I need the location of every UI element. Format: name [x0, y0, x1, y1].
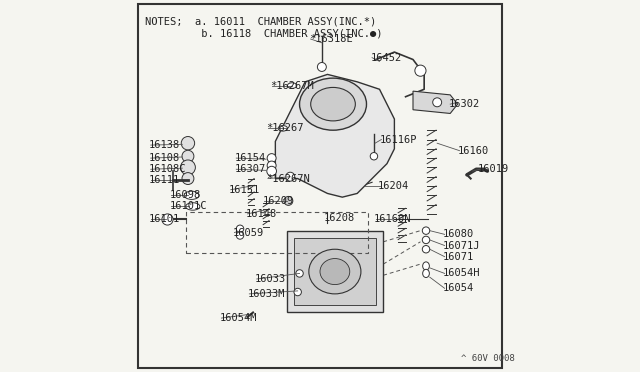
- Ellipse shape: [287, 83, 297, 89]
- Text: 16209: 16209: [262, 196, 294, 206]
- Text: *16267M: *16267M: [270, 81, 314, 90]
- Text: 16160: 16160: [458, 146, 489, 155]
- Polygon shape: [275, 74, 394, 197]
- Text: 16452: 16452: [370, 53, 401, 62]
- Circle shape: [422, 227, 429, 234]
- Text: 16071J: 16071J: [443, 241, 480, 250]
- Text: 16111: 16111: [149, 176, 180, 185]
- Circle shape: [182, 173, 194, 185]
- Circle shape: [422, 236, 429, 244]
- Text: 16071: 16071: [443, 252, 474, 262]
- Text: 16098: 16098: [170, 190, 200, 200]
- Text: 16019: 16019: [478, 164, 509, 174]
- Bar: [287, 231, 383, 312]
- Circle shape: [267, 166, 276, 176]
- Ellipse shape: [422, 262, 429, 270]
- Text: 16033M: 16033M: [248, 289, 285, 299]
- Text: 16033: 16033: [255, 274, 286, 284]
- Text: 16307: 16307: [234, 164, 266, 174]
- Text: 16160N: 16160N: [374, 215, 412, 224]
- Circle shape: [236, 225, 244, 232]
- Circle shape: [181, 137, 195, 150]
- Text: 16148: 16148: [246, 209, 277, 219]
- Text: 16116P: 16116P: [380, 135, 417, 144]
- Circle shape: [180, 160, 195, 175]
- Ellipse shape: [278, 126, 287, 131]
- Ellipse shape: [422, 269, 429, 278]
- Text: 16054M: 16054M: [220, 313, 257, 323]
- Circle shape: [162, 214, 173, 225]
- Polygon shape: [413, 91, 458, 113]
- Text: 16154: 16154: [234, 153, 266, 163]
- Text: 16108: 16108: [149, 153, 180, 163]
- Circle shape: [433, 98, 442, 107]
- Ellipse shape: [309, 249, 361, 294]
- Text: 16151: 16151: [229, 185, 260, 195]
- Ellipse shape: [184, 191, 199, 199]
- Circle shape: [236, 232, 244, 239]
- Circle shape: [422, 246, 429, 253]
- Text: 16138: 16138: [149, 140, 180, 150]
- Text: *16267N: *16267N: [266, 174, 310, 183]
- Circle shape: [317, 62, 326, 71]
- Circle shape: [286, 172, 294, 181]
- Circle shape: [267, 154, 276, 163]
- Circle shape: [267, 161, 276, 170]
- Circle shape: [294, 288, 301, 296]
- Text: 16080: 16080: [443, 230, 474, 239]
- Text: NOTES;  a. 16011  CHAMBER ASSY(INC.*)
         b. 16118  CHAMBER ASSY(INC.●): NOTES; a. 16011 CHAMBER ASSY(INC.*) b. 1…: [145, 17, 383, 38]
- Circle shape: [415, 65, 426, 76]
- Circle shape: [284, 196, 293, 205]
- Circle shape: [182, 150, 194, 162]
- Ellipse shape: [186, 203, 200, 210]
- Text: 16302: 16302: [449, 99, 479, 109]
- Text: 16054: 16054: [443, 283, 474, 293]
- Ellipse shape: [300, 78, 367, 130]
- Circle shape: [296, 270, 303, 277]
- Text: 16101: 16101: [149, 215, 180, 224]
- Text: 16208: 16208: [324, 213, 355, 222]
- Circle shape: [370, 153, 378, 160]
- Text: 16054H: 16054H: [443, 269, 480, 278]
- Bar: [294, 238, 376, 305]
- Text: 16108C: 16108C: [149, 164, 186, 174]
- Text: 16059: 16059: [232, 228, 264, 237]
- Text: ^ 60V 0008: ^ 60V 0008: [461, 354, 515, 363]
- Ellipse shape: [310, 87, 355, 121]
- Ellipse shape: [320, 259, 349, 285]
- Text: *16267: *16267: [266, 124, 303, 133]
- Text: 16204: 16204: [378, 181, 409, 191]
- Text: *16318E: *16318E: [309, 34, 353, 44]
- Text: 16101C: 16101C: [170, 202, 207, 211]
